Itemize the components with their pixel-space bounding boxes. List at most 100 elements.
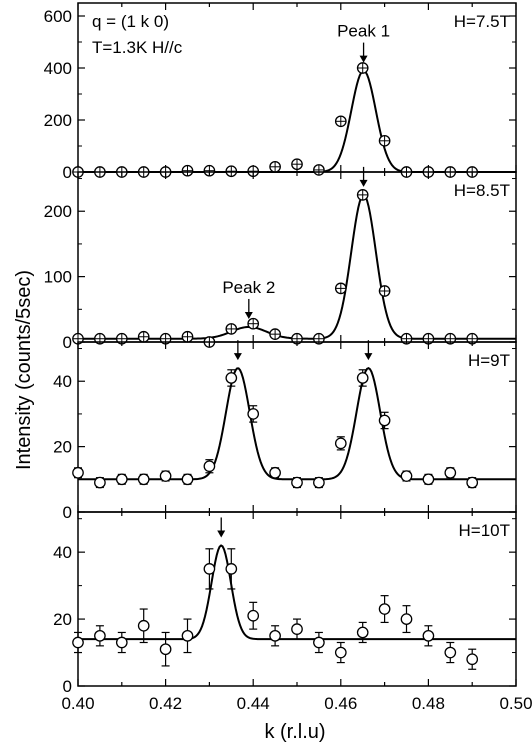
data-point <box>203 164 216 177</box>
y-axis-label: Intensity (counts/5sec) <box>13 270 35 470</box>
data-point <box>422 625 435 647</box>
data-point <box>356 189 369 201</box>
peak-arrow-head <box>233 353 242 361</box>
field-label: H=10T <box>459 521 511 540</box>
peak-label: Peak 2 <box>222 278 275 297</box>
panel-1: 0 200 400 600 Peak 1 H=7.5T q = (1 k 0) T=1.3K … <box>44 2 517 182</box>
point-marker <box>466 653 479 666</box>
data-point <box>291 476 303 489</box>
point-marker <box>159 470 172 482</box>
info-line: T=1.3K H//c <box>92 38 183 57</box>
info-line: q = (1 k 0) <box>92 12 169 31</box>
y-tick-label: 0 <box>63 333 72 352</box>
data-point <box>225 369 238 387</box>
data-point <box>466 476 479 489</box>
data-point <box>137 330 150 343</box>
data-point <box>225 548 238 590</box>
point-marker <box>356 372 369 384</box>
data-point <box>291 618 303 640</box>
point-marker <box>378 414 391 427</box>
point-marker <box>225 563 238 575</box>
point-marker <box>181 629 194 642</box>
point-marker <box>269 466 281 479</box>
data-point <box>378 411 391 430</box>
data-point <box>159 631 172 667</box>
data-point <box>247 317 260 330</box>
panel-2: 0 100 200 Peak 2 H=8.5T <box>44 166 517 352</box>
x-tick-label: 0.48 <box>412 694 445 713</box>
point-marker <box>422 473 435 486</box>
panel-frame <box>77 171 517 343</box>
x-axis-label: k (r.l.u) <box>264 721 325 743</box>
point-marker <box>400 470 413 482</box>
y-tick-label: 200 <box>44 111 72 130</box>
data-point <box>72 466 84 479</box>
data-point <box>72 631 84 654</box>
fit-curve <box>78 69 516 173</box>
point-marker <box>137 619 150 632</box>
point-marker <box>356 626 369 639</box>
data-point <box>400 470 413 482</box>
data-point <box>313 164 325 176</box>
data-point <box>181 473 194 486</box>
data-point <box>247 405 260 423</box>
data-point <box>334 641 347 664</box>
data-point <box>356 62 369 74</box>
y-tick-label: 20 <box>53 438 72 457</box>
data-point <box>356 369 369 387</box>
point-marker <box>181 473 194 486</box>
point-marker <box>137 473 150 486</box>
y-tick-label: 200 <box>44 202 72 221</box>
point-marker <box>159 643 172 656</box>
data-point <box>466 648 479 670</box>
data-point <box>181 618 194 654</box>
point-marker <box>115 473 128 486</box>
y-tick-label: 400 <box>44 59 72 78</box>
point-marker <box>444 646 457 659</box>
point-marker <box>72 466 84 479</box>
data-point <box>181 164 194 177</box>
point-marker <box>444 466 457 479</box>
point-marker <box>334 646 347 659</box>
x-tick-label: 0.42 <box>149 694 182 713</box>
data-point <box>94 625 106 647</box>
data-point <box>313 476 325 489</box>
data-point <box>269 625 281 647</box>
data-point <box>269 328 281 341</box>
fit-curve <box>78 367 516 481</box>
field-label: H=7.5T <box>454 12 510 31</box>
field-label: H=8.5T <box>454 181 510 200</box>
point-marker <box>313 476 325 489</box>
data-point <box>115 473 128 486</box>
y-tick-label: 0 <box>63 503 72 522</box>
data-point <box>225 165 238 178</box>
point-marker <box>334 437 347 450</box>
point-marker <box>466 476 479 489</box>
data-point <box>269 466 281 479</box>
x-tick-label: 0.44 <box>237 694 270 713</box>
data-point <box>334 436 347 451</box>
x-tick-label: 0.50 <box>499 694 532 713</box>
data-point <box>159 470 172 482</box>
point-marker <box>247 408 260 420</box>
point-marker <box>291 476 303 489</box>
point-marker <box>313 636 325 649</box>
data-point <box>422 473 435 486</box>
panel-4: 0 20 40 H=10T <box>53 511 517 696</box>
y-tick-label: 40 <box>53 543 72 562</box>
data-point <box>247 165 260 178</box>
x-tick-label: 0.46 <box>324 694 357 713</box>
point-marker <box>422 629 435 642</box>
data-point <box>444 466 457 479</box>
data-point <box>400 605 413 634</box>
data-point <box>225 323 238 335</box>
y-tick-label: 20 <box>53 610 72 629</box>
point-marker <box>291 623 303 635</box>
data-point <box>356 621 369 644</box>
point-marker <box>115 636 128 649</box>
data-point <box>115 631 128 654</box>
peak-label: Peak 1 <box>337 22 390 41</box>
data-point <box>203 548 216 590</box>
